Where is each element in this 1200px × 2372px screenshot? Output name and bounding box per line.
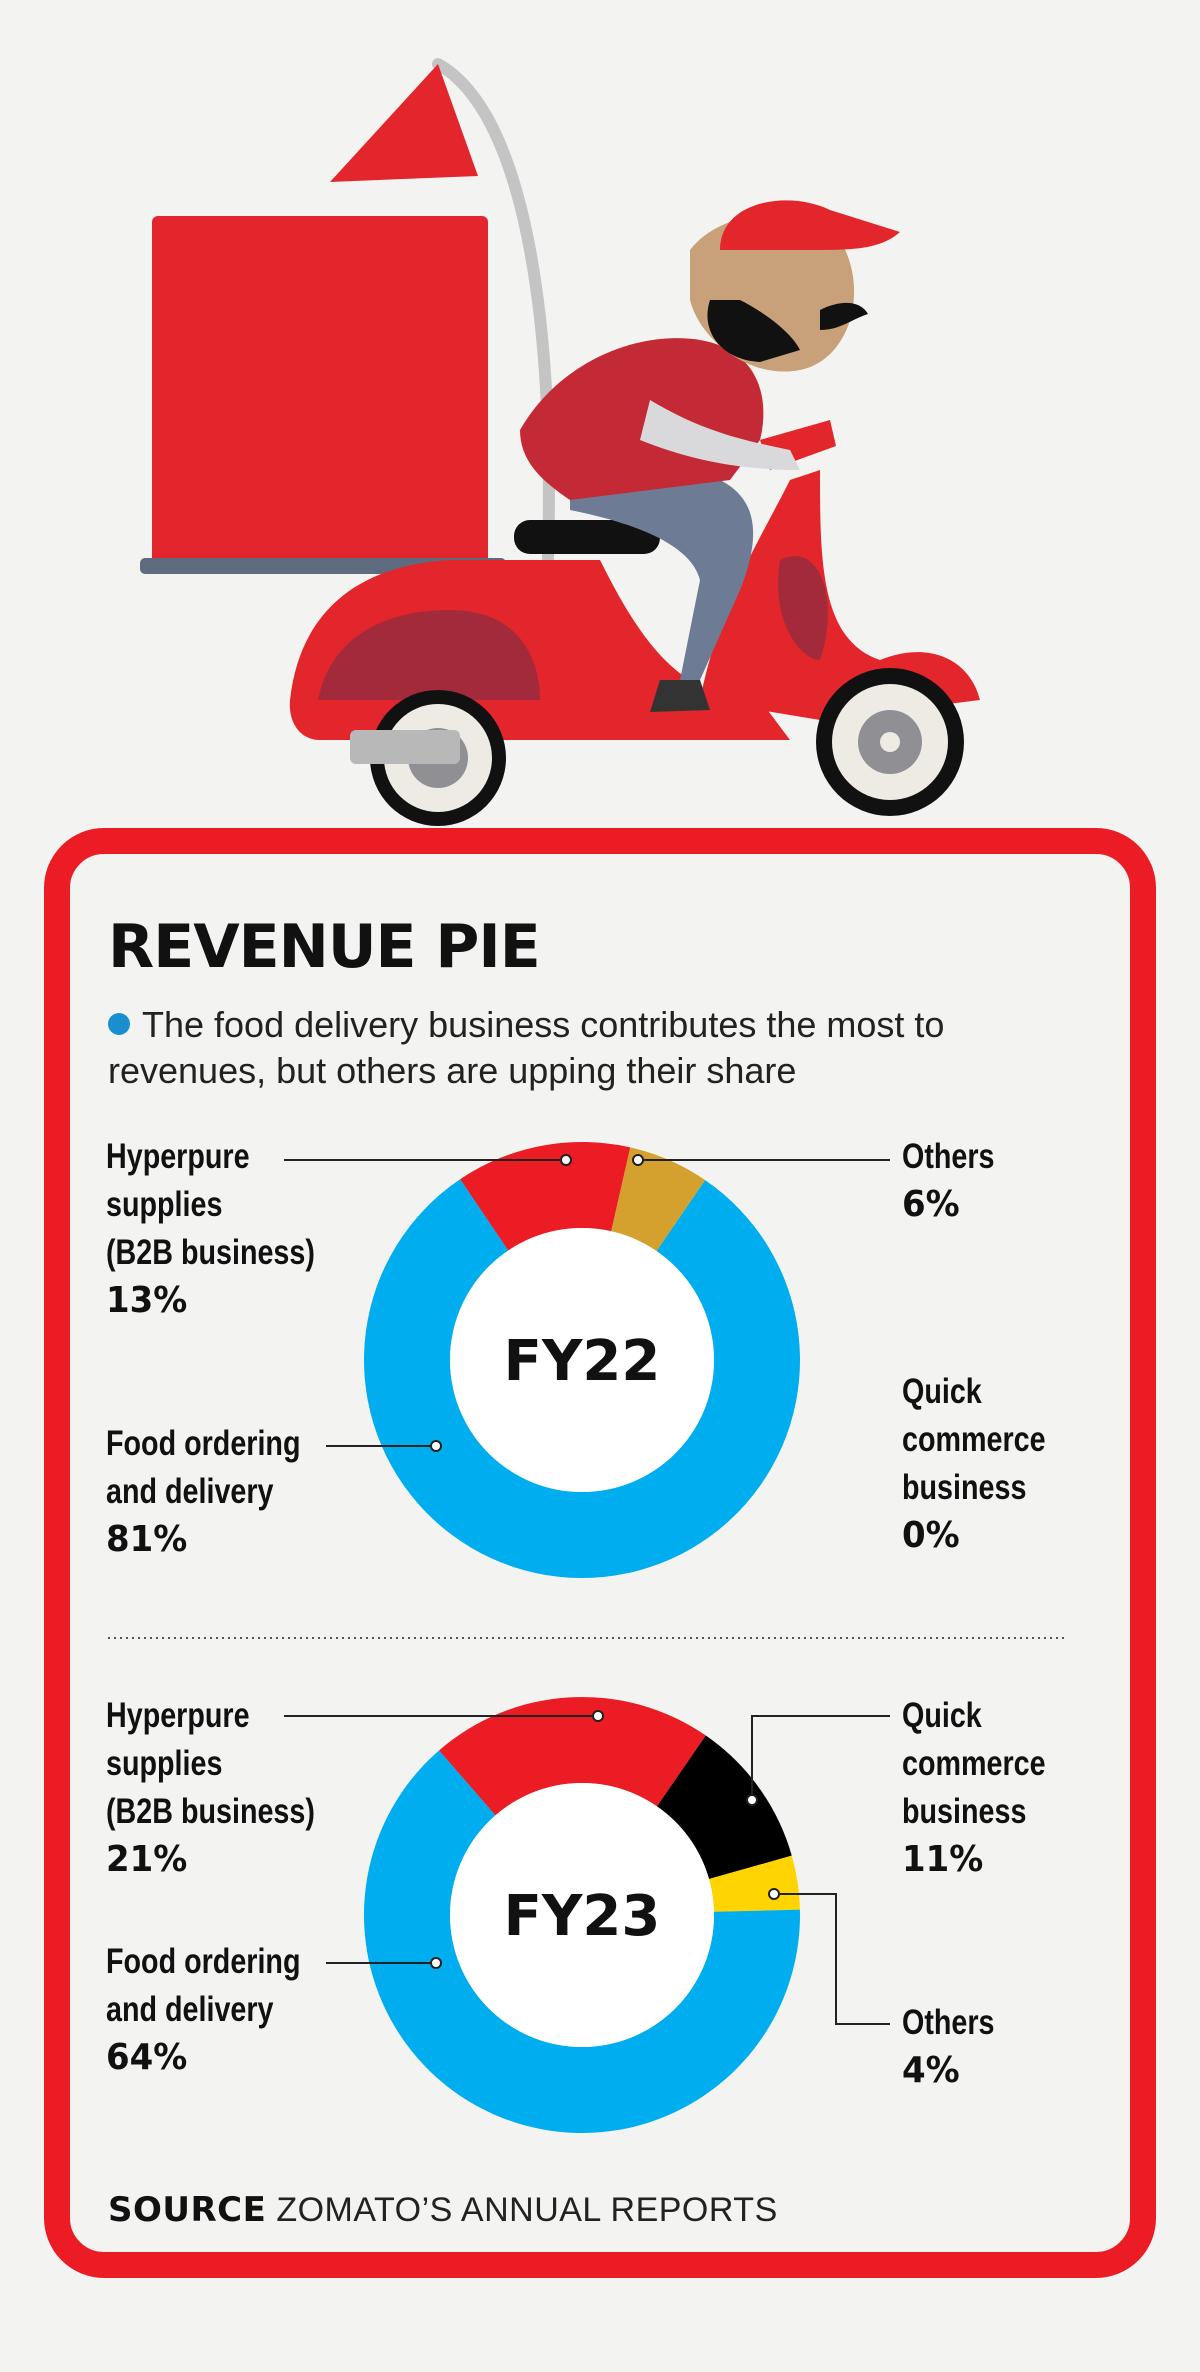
label-pct: 81% [106,1519,188,1560]
label-line: commerce [902,1420,1046,1459]
donut-fy22: FY22 [363,1142,800,1578]
label-line: Others [902,2003,995,2042]
label-pct: 6% [902,1184,960,1225]
center-label-fy22: FY22 [504,1329,661,1394]
label-pct: 4% [902,2050,960,2091]
dot-fy23-quick [746,1794,758,1806]
dot-fy23-food [430,1957,442,1969]
label-line: Food ordering [106,1942,301,1981]
label-line: (B2B business) [106,1233,315,1272]
wheel-rear [350,690,506,826]
center-label-fy23: FY23 [504,1884,661,1949]
label-line: Others [902,1137,995,1176]
source-label: SOURCE [108,2190,267,2230]
label-line: commerce [902,1744,1046,1783]
label-line: Hyperpure [106,1696,250,1735]
label-line: (B2B business) [106,1792,315,1831]
donut-hole [450,1783,714,2047]
label-pct: 11% [902,1839,984,1880]
bullet-icon [108,1013,130,1035]
delivery-scooter-illustration [140,58,980,826]
chart-subtitle: The food delivery business contributes t… [108,1002,1088,1094]
label-pct: 64% [106,2037,188,2078]
label-fy23-quick: Quick commerce business 11% [902,1692,1046,1884]
label-pct: 21% [106,1839,188,1880]
label-fy22-others: Others 6% [902,1133,995,1229]
leader-fy23-others [774,1893,890,2025]
label-fy22-food: Food ordering and delivery 81% [106,1420,301,1564]
label-fy23-hyperpure: Hyperpure supplies (B2B business) 21% [106,1692,315,1884]
dot-fy22-food [430,1440,442,1452]
label-line: supplies [106,1185,223,1224]
leader-fy23-quick [751,1715,890,1800]
label-line: and delivery [106,1472,274,1511]
slice-fy22-others [611,1147,706,1252]
label-fy22-quick: Quick commerce business 0% [902,1368,1046,1560]
dot-fy23-others [768,1888,780,1900]
chart-title: REVENUE PIE [108,912,541,982]
source-note: SOURCE ZOMATO’S ANNUAL REPORTS [108,2190,778,2230]
label-line: and delivery [106,1990,274,2029]
label-line: supplies [106,1744,223,1783]
wheel-front [816,668,964,816]
label-fy23-others: Others 4% [902,1999,995,2095]
subtitle-text: The food delivery business contributes t… [108,1004,945,1091]
leader-lines [284,1159,890,2025]
label-line: Quick [902,1372,982,1411]
rider [520,200,900,712]
slice-fy23-quick-commerce-business [656,1735,792,1880]
label-line: Hyperpure [106,1137,250,1176]
slice-fy23-food-ordering-and-delivery [363,1750,800,2133]
label-fy23-food: Food ordering and delivery 64% [106,1938,301,2082]
label-pct: 0% [902,1515,960,1556]
source-text: ZOMATO’S ANNUAL REPORTS [276,2191,778,2229]
slice-fy22-hyperpure-supplies-b2b-business [460,1142,631,1251]
donut-fy23: FY23 [363,1697,800,2133]
label-line: business [902,1468,1027,1507]
dot-fy22-others [632,1154,644,1166]
dot-fy22-hyperpure [560,1154,572,1166]
leader-dots [430,1154,780,1969]
label-line: Quick [902,1696,982,1735]
label-line: business [902,1792,1027,1831]
slice-fy23-hyperpure-supplies-b2b-business [438,1697,706,1816]
slice-fy22-food-ordering-and-delivery [363,1179,800,1578]
label-fy22-hyperpure: Hyperpure supplies (B2B business) 13% [106,1133,315,1325]
label-line: Food ordering [106,1424,301,1463]
dot-fy23-hyperpure [592,1710,604,1722]
donut-hole [450,1228,714,1492]
label-pct: 13% [106,1280,188,1321]
